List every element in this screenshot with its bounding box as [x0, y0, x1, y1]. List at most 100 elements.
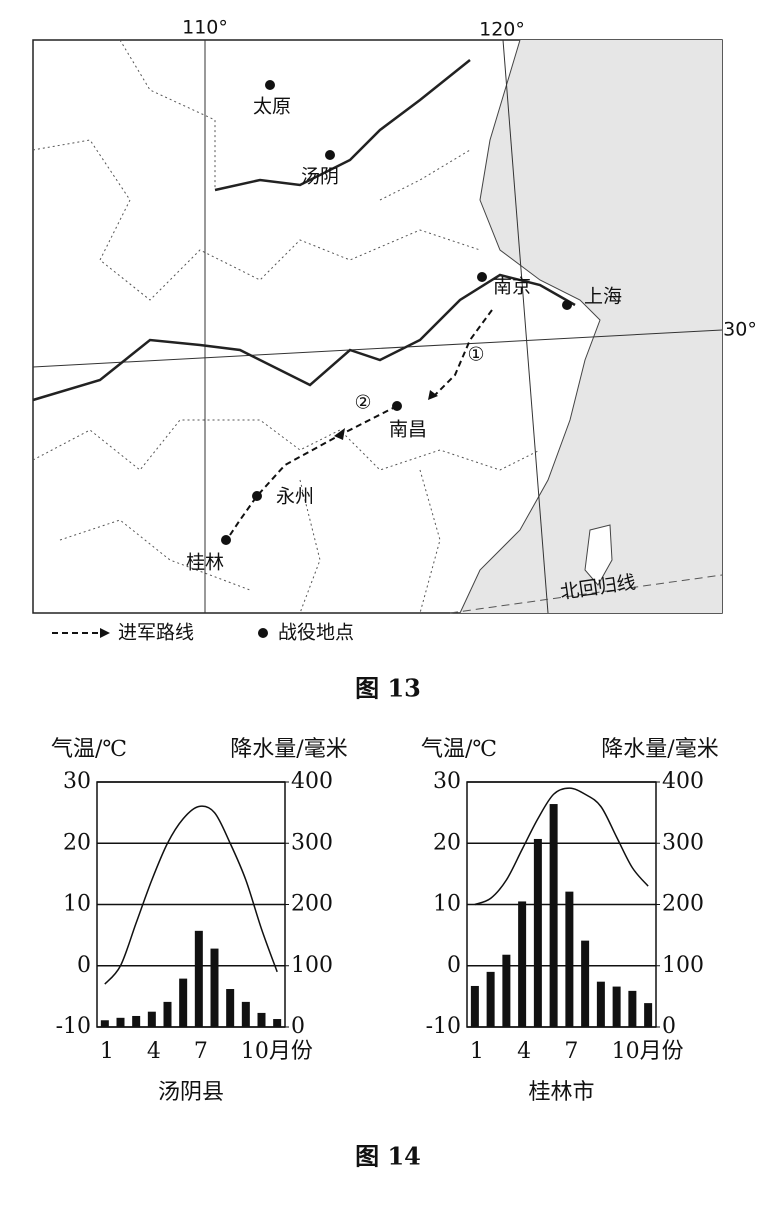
precip-bar: [581, 940, 590, 1027]
y-tick-label: -10: [426, 1014, 461, 1039]
y2-tick-label: 300: [662, 830, 704, 855]
yangtze-river: [32, 273, 576, 402]
city-label: 永州: [276, 486, 314, 508]
axis-title: 降水量/毫米: [601, 737, 718, 762]
precip-bar: [163, 1001, 172, 1027]
precip-bar: [210, 948, 219, 1027]
y-tick-label: 20: [433, 830, 461, 855]
y-tick-label: 30: [63, 769, 91, 794]
boundaries: [32, 39, 541, 614]
city-dots: [221, 80, 572, 545]
city-label: 桂林: [186, 552, 224, 574]
axis-title: 降水量/毫米: [230, 737, 347, 762]
city-label: 南京: [493, 276, 531, 298]
axis-title: 气温/℃: [421, 737, 497, 762]
city-label: 汤阴: [301, 166, 339, 188]
y2-tick-label: 200: [291, 892, 333, 917]
city-label: 上海: [584, 286, 622, 308]
city-label: 南昌: [389, 419, 427, 441]
y-tick-label: 10: [63, 892, 91, 917]
precip-bar: [533, 838, 542, 1027]
x-tick-label: 1: [100, 1039, 114, 1064]
x-tick-label: 4: [147, 1039, 161, 1064]
tropic-line: [449, 574, 723, 614]
precip-bar: [486, 971, 495, 1027]
route-label: ②: [354, 392, 371, 414]
city-dot: [325, 150, 335, 160]
city-dot: [221, 535, 231, 545]
chart-title: 桂林市: [528, 1080, 594, 1105]
legend-arrow: [100, 628, 110, 638]
legend-text: 战役地点: [278, 622, 354, 644]
y2-tick-label: 100: [291, 953, 333, 978]
precip-bar: [241, 1001, 250, 1027]
legend-dot: [258, 628, 268, 638]
y-tick-label: 30: [433, 769, 461, 794]
yellow-river: [214, 59, 471, 192]
y-tick-label: 20: [63, 830, 91, 855]
precip-bar: [179, 978, 188, 1027]
precip-bar: [518, 901, 527, 1027]
y2-tick-label: 0: [662, 1014, 676, 1039]
precip-bar: [116, 1017, 125, 1027]
sea: [460, 40, 722, 613]
x-tick-label: 7: [564, 1039, 578, 1064]
coastline: [459, 39, 601, 614]
caption: 图 14: [355, 1142, 421, 1171]
precip-bar: [549, 804, 558, 1027]
x-tick-label: 7: [194, 1039, 208, 1064]
meridian-label: 120°: [479, 19, 525, 41]
map-legend: 进军路线 战役地点: [52, 622, 354, 644]
x-tick-label: 4: [517, 1039, 531, 1064]
plot-frame: [466, 781, 657, 1028]
precip-bar: [132, 1015, 141, 1027]
map: 110° 120° 30° 太原 汤阴 南京 上海 南昌 永州 桂林 ① ② 北…: [32, 17, 757, 614]
temp-line: [474, 787, 649, 906]
caption: 图 13: [355, 674, 421, 703]
precip-bar: [147, 1011, 156, 1027]
precip-bar: [596, 981, 605, 1027]
city-dot: [477, 272, 487, 282]
parallel-30: [32, 329, 723, 368]
route-label: ①: [467, 344, 484, 366]
meridian-120: [502, 39, 549, 614]
precip-bar: [612, 986, 621, 1027]
parallel-label: 30°: [723, 319, 757, 341]
taiwan: [584, 524, 613, 586]
y2-tick-label: 200: [662, 892, 704, 917]
precip-bar: [257, 1012, 266, 1027]
y2-tick-label: 100: [662, 953, 704, 978]
route-arrow: [428, 390, 438, 400]
y2-tick-label: 300: [291, 830, 333, 855]
x-tick-label: 10月份: [612, 1039, 684, 1064]
y2-tick-label: 400: [291, 769, 333, 794]
precip-bar: [502, 954, 511, 1027]
city-dot: [562, 300, 572, 310]
y-tick-label: 0: [447, 953, 461, 978]
x-tick-label: 1: [470, 1039, 484, 1064]
precip-bar: [226, 989, 235, 1027]
city-label: 太原: [253, 96, 291, 118]
precip-bar: [470, 985, 479, 1027]
precip-bar: [273, 1019, 282, 1027]
x-tick-label: 10月份: [241, 1039, 313, 1064]
y-tick-label: 10: [433, 892, 461, 917]
y2-tick-label: 400: [662, 769, 704, 794]
city-dot: [265, 80, 275, 90]
axis-title: 气温/℃: [51, 737, 127, 762]
city-dot: [392, 401, 402, 411]
y-tick-label: 0: [77, 953, 91, 978]
chart-title: 汤阴县: [158, 1080, 224, 1105]
y2-tick-label: 0: [291, 1014, 305, 1039]
plot-frame: [96, 781, 286, 1028]
precip-bar: [194, 930, 203, 1027]
meridian-label: 110°: [182, 17, 228, 39]
y-tick-label: -10: [56, 1014, 91, 1039]
legend-text: 进军路线: [118, 622, 194, 644]
precip-bar: [628, 990, 637, 1027]
route-arrow: [334, 428, 345, 440]
precip-bar: [644, 1003, 653, 1027]
precip-bar: [565, 891, 574, 1027]
